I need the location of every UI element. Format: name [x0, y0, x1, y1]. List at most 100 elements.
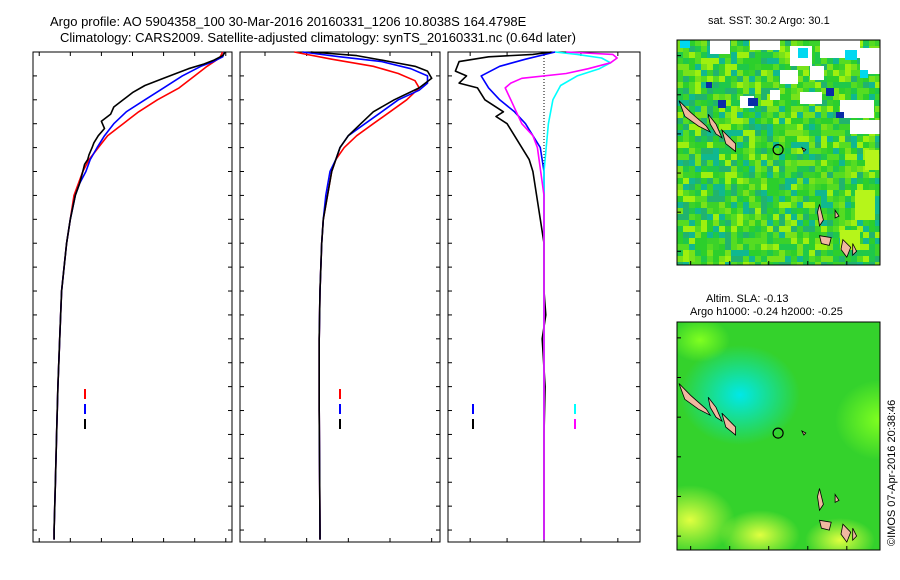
sst-cell [785, 220, 791, 226]
sst-cell [695, 250, 701, 256]
sst-nodata-cell [750, 40, 780, 50]
series-line [310, 51, 433, 540]
sst-cell [785, 64, 791, 70]
sst-cell [701, 178, 707, 184]
sst-cell [701, 160, 707, 166]
sst-cell [761, 238, 767, 244]
sst-cell [803, 106, 809, 112]
sst-cell [791, 256, 797, 262]
sst-cell [827, 154, 833, 160]
sst-cell [683, 88, 689, 94]
header-line1: Argo profile: AO 5904358_100 30-Mar-2016… [50, 14, 527, 29]
sst-cell [803, 190, 809, 196]
sst-nodata-cell [770, 90, 780, 100]
sst-cell [845, 202, 851, 208]
sst-cell [713, 190, 719, 196]
sst-cell [875, 214, 880, 220]
sst-cell [713, 100, 719, 106]
sst-cell [803, 70, 809, 76]
sst-cell [707, 154, 713, 160]
sst-cell [713, 136, 719, 142]
sst-cell [803, 214, 809, 220]
sst-cell [701, 208, 707, 214]
sst-cell [761, 52, 767, 58]
sst-cell [755, 244, 761, 250]
sst-cell [785, 238, 791, 244]
sst-nodata-cell [840, 100, 874, 118]
sst-cell [701, 262, 707, 265]
sst-cell [821, 172, 827, 178]
sst-cell [803, 232, 809, 238]
sst-cell [869, 88, 875, 94]
sst-cell [743, 46, 749, 52]
sst-cell [701, 196, 707, 202]
sst-cell [803, 88, 809, 94]
sst-cell [791, 202, 797, 208]
sst-cell [875, 196, 880, 202]
sst-cell [677, 220, 683, 226]
sst-cell [803, 124, 809, 130]
sst-cell [755, 178, 761, 184]
sst-cell [689, 250, 695, 256]
sst-cell [707, 124, 713, 130]
sst-cell [767, 196, 773, 202]
sst-cell [797, 196, 803, 202]
sst-cell [827, 130, 833, 136]
sst-cell [707, 250, 713, 256]
sst-cell [803, 172, 809, 178]
sst-cell [701, 148, 707, 154]
island [834, 493, 840, 504]
sst-cell [773, 124, 779, 130]
sst-cell [875, 178, 880, 184]
sst-cell [701, 232, 707, 238]
sst-cell [689, 166, 695, 172]
sst-cell [827, 250, 833, 256]
sst-cell [827, 148, 833, 154]
sst-cell [755, 70, 761, 76]
sst-cell [695, 232, 701, 238]
sst-cell [707, 88, 713, 94]
sst-cell [845, 94, 851, 100]
sst-cell [839, 256, 845, 262]
sst-cell [677, 82, 683, 88]
sst-cell [779, 262, 785, 265]
sst-cell [797, 208, 803, 214]
sst-cell [779, 58, 785, 64]
sst-cell [821, 124, 827, 130]
header-line2: Climatology: CARS2009. Satellite-adjuste… [60, 30, 576, 45]
sst-cell [875, 172, 880, 178]
sst-cell [749, 256, 755, 262]
sst-cell [797, 142, 803, 148]
sst-cell [833, 244, 839, 250]
sst-cell [743, 244, 749, 250]
sst-cell [857, 256, 863, 262]
sst-cell [713, 70, 719, 76]
sst-cell [827, 196, 833, 202]
sst-cell [737, 190, 743, 196]
sst-cell [851, 160, 857, 166]
sst-cell [803, 196, 809, 202]
sst-cell [707, 256, 713, 262]
sst-cell [761, 196, 767, 202]
sst-cell [695, 208, 701, 214]
sst-cell [767, 244, 773, 250]
sst-cell [791, 94, 797, 100]
sst-cell [821, 244, 827, 250]
sst-cell [683, 52, 689, 58]
sst-cell [683, 178, 689, 184]
sst-cell [785, 130, 791, 136]
sst-cell [689, 256, 695, 262]
sst-cell [689, 184, 695, 190]
sst-cell [743, 130, 749, 136]
sst-cell [713, 178, 719, 184]
sst-cell [743, 58, 749, 64]
sst-cell [719, 70, 725, 76]
sst-cell [869, 40, 875, 46]
sst-cell [809, 148, 815, 154]
island [817, 488, 824, 512]
sst-cell [839, 184, 845, 190]
sst-cell [749, 226, 755, 232]
sst-cell [779, 82, 785, 88]
sst-cell [725, 190, 731, 196]
sst-cell [857, 94, 863, 100]
